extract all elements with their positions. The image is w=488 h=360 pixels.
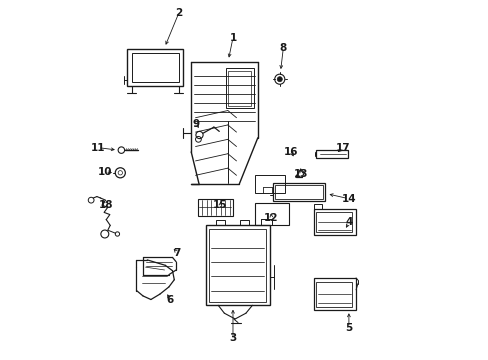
Text: 18: 18 [99, 200, 113, 210]
Bar [205, 225, 269, 305]
Text: 14: 14 [341, 194, 355, 204]
Bar [225, 68, 253, 108]
Text: 13: 13 [293, 168, 308, 179]
Bar [275, 185, 322, 199]
Bar [316, 282, 351, 307]
Bar [254, 203, 288, 225]
Bar [316, 212, 351, 232]
Text: 4: 4 [345, 217, 352, 228]
Text: 6: 6 [166, 294, 173, 305]
Bar [197, 199, 232, 216]
Bar [127, 49, 183, 86]
Bar [313, 204, 321, 209]
Text: 1: 1 [229, 33, 236, 43]
Bar [132, 53, 179, 82]
Bar [228, 71, 251, 106]
Bar [215, 220, 224, 225]
Text: 16: 16 [284, 147, 298, 157]
Bar [313, 209, 355, 235]
Text: 7: 7 [173, 248, 181, 258]
Text: 15: 15 [213, 200, 227, 210]
Text: 11: 11 [91, 143, 105, 153]
Bar [316, 150, 347, 158]
Text: 9: 9 [192, 119, 200, 129]
Text: 2: 2 [175, 8, 182, 18]
Bar [273, 183, 325, 201]
Text: 12: 12 [264, 213, 278, 223]
Bar [313, 278, 355, 310]
Bar [255, 175, 284, 193]
Bar [239, 220, 248, 225]
Text: 5: 5 [345, 323, 352, 333]
Text: 8: 8 [279, 42, 286, 53]
Text: 17: 17 [335, 143, 349, 153]
Circle shape [277, 77, 282, 82]
Bar [209, 229, 265, 302]
Text: 10: 10 [98, 167, 112, 177]
Text: 3: 3 [229, 333, 236, 343]
